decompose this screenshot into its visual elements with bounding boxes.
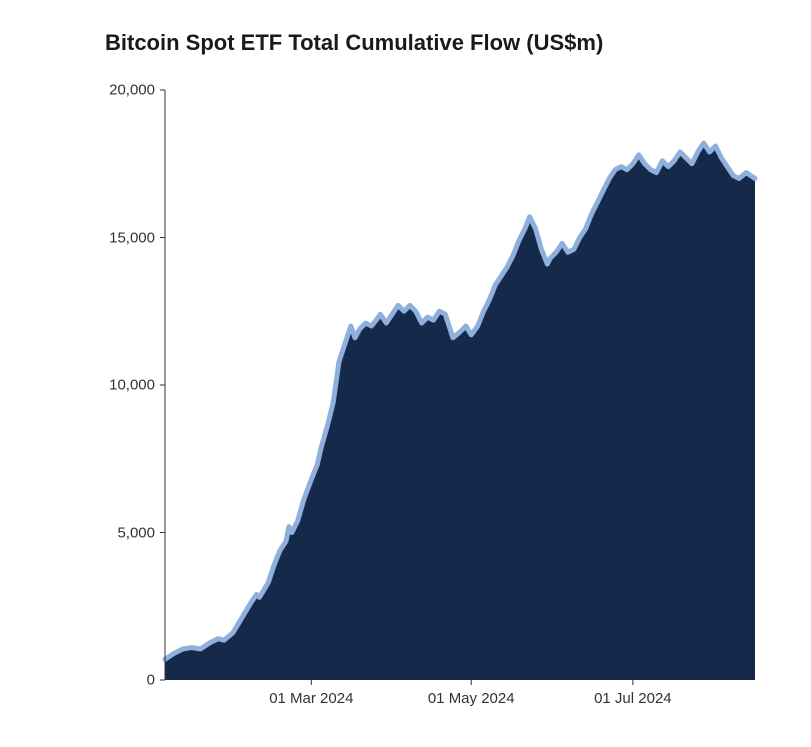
y-tick-label: 10,000 [95,377,155,394]
plot-area [165,90,755,680]
x-tick-label: 01 May 2024 [428,690,515,707]
x-tick-label: 01 Jul 2024 [594,690,672,707]
x-tick-label: 01 Mar 2024 [269,690,353,707]
chart-title: Bitcoin Spot ETF Total Cumulative Flow (… [105,30,603,56]
y-tick-label: 15,000 [95,229,155,246]
chart-container: Bitcoin Spot ETF Total Cumulative Flow (… [0,0,811,747]
y-tick-label: 20,000 [95,82,155,99]
y-tick-label: 5,000 [95,524,155,541]
y-tick-label: 0 [95,672,155,689]
chart-svg [165,90,755,680]
